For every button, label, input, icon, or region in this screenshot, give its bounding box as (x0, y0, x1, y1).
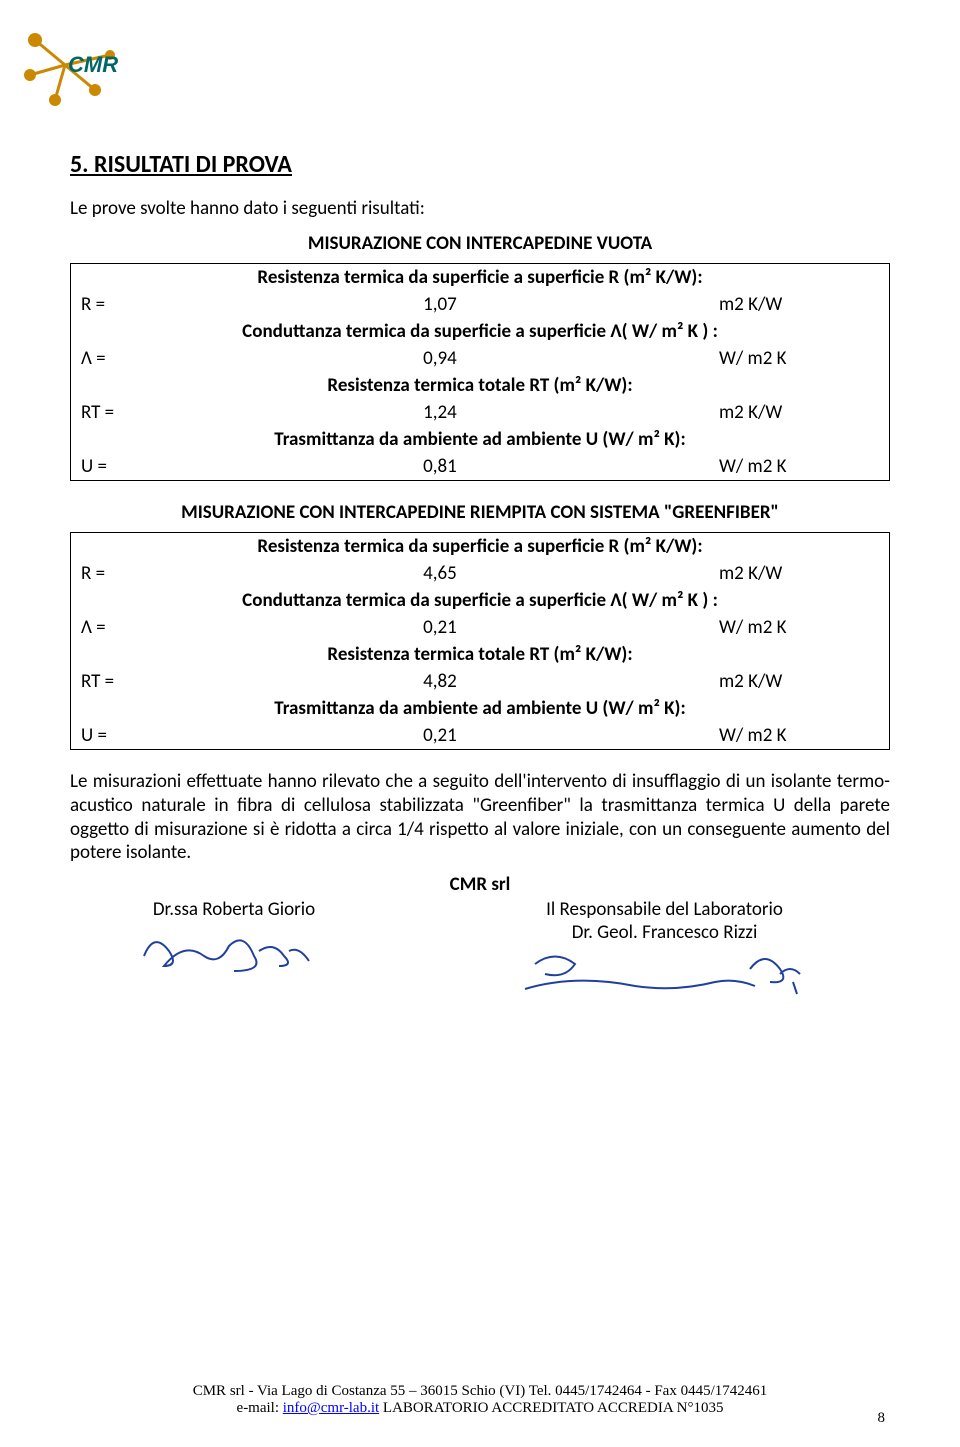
row-header: Trasmittanza da ambiente ad ambiente U (… (71, 695, 890, 722)
value-cell: 1,07 (171, 291, 709, 318)
value-cell: 0,81 (171, 453, 709, 481)
conclusion-paragraph: Le misurazioni effettuate hanno rilevato… (70, 770, 890, 865)
unit-cell: W/ m2 K (709, 345, 890, 372)
row-header: Resistenza termica totale RT (m² K/W): (71, 641, 890, 668)
unit-cell: W/ m2 K (709, 722, 890, 750)
signature-right: Il Responsabile del Laboratorio Dr. Geol… (439, 898, 890, 1010)
symbol-cell: Λ = (71, 345, 172, 372)
table-row: U = 0,21 W/ m2 K (71, 722, 890, 750)
table-row: U = 0,81 W/ m2 K (71, 453, 890, 481)
symbol-cell: U = (71, 722, 172, 750)
row-header: Trasmittanza da ambiente ad ambiente U (… (71, 426, 890, 453)
table-row: R = 1,07 m2 K/W (71, 291, 890, 318)
signature-left-icon (134, 921, 334, 981)
table-row: Λ = 0,21 W/ m2 K (71, 614, 890, 641)
unit-cell: W/ m2 K (709, 453, 890, 481)
value-cell: 0,21 (171, 722, 709, 750)
signature-left: Dr.ssa Roberta Giorio (70, 898, 398, 1010)
unit-cell: m2 K/W (709, 560, 890, 587)
value-cell: 1,24 (171, 399, 709, 426)
logo-text: CMR (68, 52, 118, 77)
row-header: Conduttanza termica da superficie a supe… (71, 587, 890, 614)
symbol-cell: R = (71, 560, 172, 587)
row-header: Resistenza termica da superficie a super… (71, 533, 890, 561)
symbol-cell: RT = (71, 668, 172, 695)
footer-line1: CMR srl - Via Lago di Costanza 55 – 3601… (0, 1383, 960, 1400)
symbol-cell: RT = (71, 399, 172, 426)
footer-line2-tail: LABORATORIO ACCREDITATO ACCREDIA N°1035 (379, 1400, 723, 1416)
table-row: Trasmittanza da ambiente ad ambiente U (… (71, 426, 890, 453)
results-table-1: Resistenza termica da superficie a super… (70, 263, 890, 481)
page-number: 8 (878, 1410, 886, 1427)
footer-email-link[interactable]: info@cmr-lab.it (283, 1400, 379, 1416)
table-row: RT = 4,82 m2 K/W (71, 668, 890, 695)
footer-email-label: e-mail: (237, 1400, 283, 1416)
block1-title: MISURAZIONE CON INTERCAPEDINE VUOTA (70, 232, 890, 255)
document-page: CMR 5. RISULTATI DI PROVA Le prove svolt… (0, 0, 960, 1447)
signatory-left-name: Dr.ssa Roberta Giorio (70, 898, 398, 921)
signatory-right-name: Dr. Geol. Francesco Rizzi (439, 921, 890, 944)
symbol-cell: U = (71, 453, 172, 481)
table-row: Resistenza termica da superficie a super… (71, 533, 890, 561)
row-header: Resistenza termica totale RT (m² K/W): (71, 372, 890, 399)
intro-text: Le prove svolte hanno dato i seguenti ri… (70, 197, 890, 220)
symbol-cell: R = (71, 291, 172, 318)
footer-line2: e-mail: info@cmr-lab.it LABORATORIO ACCR… (0, 1400, 960, 1417)
symbol-cell: Λ = (71, 614, 172, 641)
unit-cell: W/ m2 K (709, 614, 890, 641)
value-cell: 0,21 (171, 614, 709, 641)
value-cell: 0,94 (171, 345, 709, 372)
table-row: Resistenza termica totale RT (m² K/W): (71, 372, 890, 399)
value-cell: 4,82 (171, 668, 709, 695)
signature-right-icon (515, 944, 815, 1004)
row-header: Resistenza termica da superficie a super… (71, 264, 890, 292)
company-name: CMR srl (70, 873, 890, 896)
section-heading: 5. RISULTATI DI PROVA (70, 150, 890, 179)
signatory-right-title: Il Responsabile del Laboratorio (439, 898, 890, 921)
table-row: Resistenza termica totale RT (m² K/W): (71, 641, 890, 668)
signature-block: CMR srl Dr.ssa Roberta Giorio Il Respons… (70, 873, 890, 1010)
table-row: R = 4,65 m2 K/W (71, 560, 890, 587)
table-row: Conduttanza termica da superficie a supe… (71, 587, 890, 614)
block2-title: MISURAZIONE CON INTERCAPEDINE RIEMPITA C… (70, 501, 890, 524)
results-table-2: Resistenza termica da superficie a super… (70, 532, 890, 750)
table-row: Resistenza termica da superficie a super… (71, 264, 890, 292)
unit-cell: m2 K/W (709, 291, 890, 318)
table-row: RT = 1,24 m2 K/W (71, 399, 890, 426)
table-row: Trasmittanza da ambiente ad ambiente U (… (71, 695, 890, 722)
value-cell: 4,65 (171, 560, 709, 587)
cmr-logo: CMR (20, 20, 130, 115)
table-row: Conduttanza termica da superficie a supe… (71, 318, 890, 345)
row-header: Conduttanza termica da superficie a supe… (71, 318, 890, 345)
unit-cell: m2 K/W (709, 399, 890, 426)
page-footer: CMR srl - Via Lago di Costanza 55 – 3601… (0, 1383, 960, 1417)
unit-cell: m2 K/W (709, 668, 890, 695)
table-row: Λ = 0,94 W/ m2 K (71, 345, 890, 372)
